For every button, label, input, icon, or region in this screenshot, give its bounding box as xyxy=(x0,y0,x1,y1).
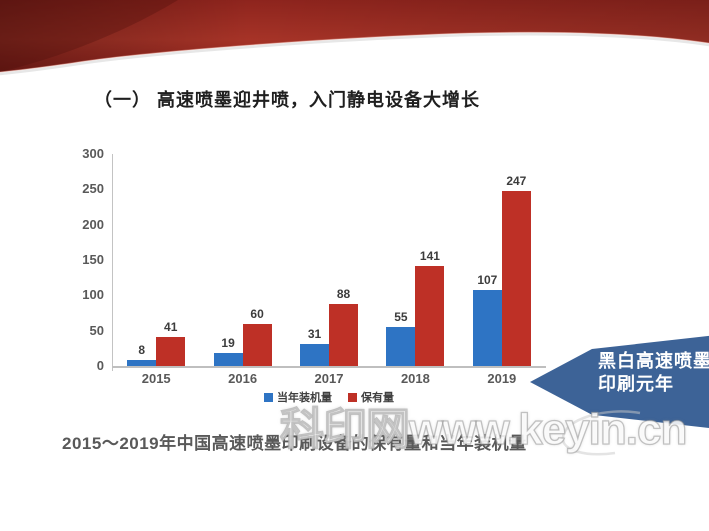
bar: 141 xyxy=(415,249,445,366)
bar-value-label: 19 xyxy=(221,335,235,350)
y-axis-line xyxy=(112,154,113,371)
legend-label: 当年装机量 xyxy=(277,392,332,404)
bar: 55 xyxy=(386,310,416,366)
y-tick-label: 100 xyxy=(82,287,104,303)
bar-group: 31 88 xyxy=(286,154,372,366)
callout-text: 黑白高速喷墨 印刷元年 xyxy=(598,350,709,396)
bar-value-label: 31 xyxy=(307,327,322,342)
bar-value-label: 107 xyxy=(477,273,498,288)
plot-area: 8 41 19 60 31 88 55 141 107 247 xyxy=(113,154,545,366)
header-ribbon xyxy=(0,0,709,76)
ribbon-fold-shadow xyxy=(0,0,178,72)
legend-label: 保有量 xyxy=(361,392,394,404)
bar-group: 8 41 xyxy=(113,154,199,366)
bar: 107 xyxy=(472,273,502,366)
bar: 60 xyxy=(242,307,272,366)
x-axis-line xyxy=(112,366,546,368)
y-tick-label: 200 xyxy=(82,216,104,232)
x-axis-labels: 2015 2016 2017 2018 2019 xyxy=(113,371,545,386)
callout-line1: 黑白高速喷墨 xyxy=(598,351,709,371)
chart-caption: 2015～2019年中国高速喷墨印刷设备的保有量和当年装机量 xyxy=(62,434,527,453)
x-tick-label: 2018 xyxy=(400,371,430,386)
bar-chart: 0 50 100 150 200 250 300 8 41 19 60 31 88 55 141 107 24… xyxy=(58,146,548,405)
chart-legend: 当年装机量 保有量 xyxy=(113,389,545,405)
legend-item: 保有量 xyxy=(348,389,394,405)
callout-arrow: 黑白高速喷墨 印刷元年 xyxy=(530,335,709,429)
watermark: 科印网www.keyin.cn xyxy=(279,404,688,454)
bar-value-label: 141 xyxy=(419,249,440,264)
bar: 8 xyxy=(127,343,157,366)
bar: 19 xyxy=(213,336,243,366)
bar-value-label: 88 xyxy=(336,286,351,301)
bar-value-label: 60 xyxy=(250,306,264,321)
y-tick-label: 50 xyxy=(89,322,104,338)
bar-group: 55 141 xyxy=(372,154,458,366)
bar-group: 19 60 xyxy=(199,154,285,366)
bar-value-label: 247 xyxy=(506,174,527,189)
slide-title: （一） 高速喷墨迎井喷，入门静电设备大增长 xyxy=(94,90,480,110)
bar-group: 107 247 xyxy=(459,154,545,366)
watermark-swirl-icon xyxy=(561,410,641,456)
bar: 41 xyxy=(156,320,186,366)
bar-value-label: 8 xyxy=(138,343,146,358)
bar: 247 xyxy=(501,174,531,366)
x-tick-label: 2017 xyxy=(314,371,344,386)
legend-item: 当年装机量 xyxy=(264,389,332,405)
x-tick-label: 2015 xyxy=(141,371,171,386)
x-tick-label: 2016 xyxy=(228,371,258,386)
y-tick-label: 150 xyxy=(82,252,104,267)
bar: 31 xyxy=(300,327,330,366)
y-tick-label: 300 xyxy=(82,146,104,161)
callout-line2: 印刷元年 xyxy=(598,374,674,394)
bar: 88 xyxy=(329,287,359,366)
x-tick-label: 2019 xyxy=(487,371,517,386)
y-tick-label: 250 xyxy=(82,181,104,197)
legend-swatch xyxy=(264,392,273,402)
bar-value-label: 41 xyxy=(164,320,178,335)
y-tick-label: 0 xyxy=(96,358,104,373)
legend-swatch xyxy=(348,392,357,402)
bar-value-label: 55 xyxy=(394,310,408,325)
